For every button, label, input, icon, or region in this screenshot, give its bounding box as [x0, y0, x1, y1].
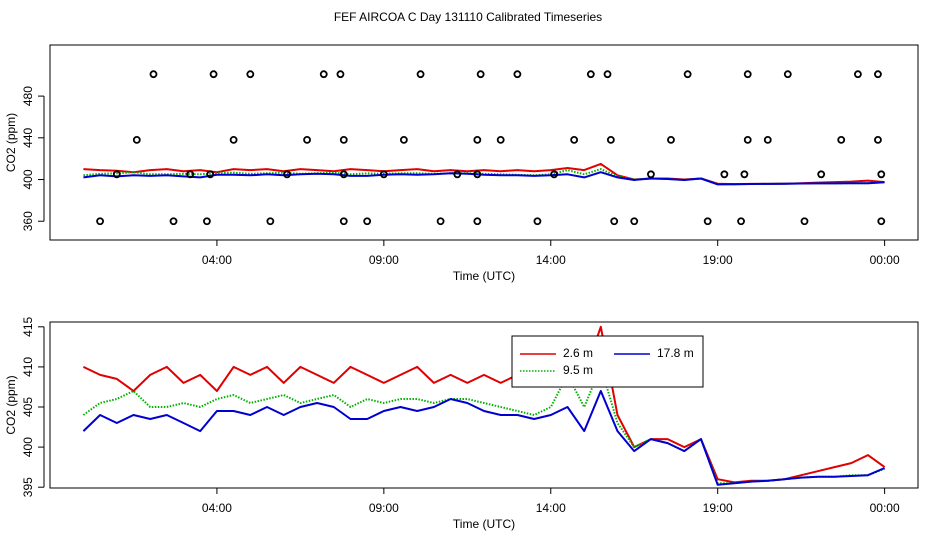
marker-point	[603, 70, 612, 79]
y-tick-label: 405	[21, 397, 35, 417]
marker-point	[743, 70, 752, 79]
marker-point	[96, 217, 104, 226]
y-tick-label: 410	[21, 357, 35, 377]
marker-point	[667, 135, 675, 144]
plot-frame	[49, 321, 919, 489]
marker-point	[473, 135, 482, 144]
x-tick-label: 14:00	[536, 501, 566, 515]
marker-point	[203, 217, 211, 226]
x-tick-label: 00:00	[870, 501, 900, 515]
y-tick-label: 400	[21, 169, 35, 189]
x-axis-label: Time (UTC)	[453, 269, 515, 283]
marker-point	[476, 70, 485, 79]
x-tick-label: 04:00	[202, 253, 232, 267]
marker-point	[283, 170, 291, 179]
series-line	[82, 365, 885, 485]
marker-point	[363, 217, 372, 226]
marker-point	[473, 170, 482, 179]
marker-point	[112, 170, 121, 179]
marker-point	[533, 217, 542, 226]
y-tick-label: 480	[21, 86, 35, 106]
marker-point	[339, 170, 348, 179]
marker-point	[763, 135, 772, 144]
figure-title: FEF AIRCOA C Day 131110 Calibrated Times…	[334, 10, 602, 24]
x-tick-label: 00:00	[870, 253, 900, 267]
x-tick-label: 19:00	[703, 501, 733, 515]
marker-point	[783, 70, 792, 79]
series-line	[83, 171, 885, 186]
marker-point	[186, 170, 195, 179]
marker-point	[817, 170, 826, 179]
marker-point	[737, 217, 745, 226]
marker-point	[206, 170, 215, 179]
marker-point	[606, 135, 615, 144]
legend-label: 2.6 m	[563, 346, 593, 360]
marker-point	[874, 135, 882, 144]
marker-point	[303, 135, 311, 144]
marker-point	[229, 135, 238, 144]
series-line	[82, 390, 885, 486]
series-line	[82, 325, 886, 484]
marker-point	[246, 70, 255, 79]
marker-point	[647, 170, 655, 179]
marker-point	[570, 135, 579, 144]
marker-point	[496, 135, 505, 144]
marker-point	[399, 135, 408, 144]
marker-point	[339, 217, 348, 226]
y-tick-label: 415	[21, 316, 35, 336]
legend-label: 9.5 m	[563, 363, 593, 377]
marker-point	[630, 217, 639, 226]
marker-point	[149, 70, 158, 79]
x-axis-label: Time (UTC)	[453, 517, 515, 531]
x-tick-label: 14:00	[536, 253, 566, 267]
marker-point	[339, 135, 348, 144]
marker-point	[743, 135, 752, 144]
legend-label: 17.8 m	[657, 346, 694, 360]
marker-point	[837, 135, 846, 144]
marker-point	[683, 70, 692, 79]
y-tick-label: 360	[21, 211, 35, 231]
y-tick-label: 395	[21, 477, 35, 497]
y-tick-label: 440	[21, 127, 35, 147]
marker-point	[436, 217, 445, 226]
x-tick-label: 04:00	[202, 501, 232, 515]
marker-point	[586, 70, 595, 79]
marker-point	[550, 170, 559, 179]
marker-point	[132, 135, 141, 144]
marker-point	[473, 217, 482, 226]
marker-point	[610, 217, 619, 226]
marker-point	[319, 70, 328, 79]
marker-point	[379, 170, 388, 179]
x-tick-label: 09:00	[369, 253, 399, 267]
marker-point	[740, 170, 749, 179]
marker-point	[169, 217, 178, 226]
marker-point	[416, 70, 425, 79]
marker-point	[800, 217, 809, 226]
marker-point	[854, 70, 862, 79]
marker-point	[266, 217, 275, 226]
marker-point	[877, 217, 886, 226]
y-axis-label: CO2 (ppm)	[4, 113, 18, 172]
marker-point	[703, 217, 712, 226]
y-tick-label: 400	[21, 437, 35, 457]
marker-point	[874, 70, 882, 79]
x-tick-label: 19:00	[703, 253, 733, 267]
legend: 2.6 m 9.5 m 17.8 m	[511, 335, 704, 388]
marker-point	[336, 70, 345, 79]
marker-point	[877, 170, 886, 179]
marker-point	[513, 70, 522, 79]
marker-point	[720, 170, 729, 179]
marker-point	[209, 70, 218, 79]
legend-box	[511, 335, 704, 388]
y-axis-label: CO2 (ppm)	[4, 375, 18, 434]
x-tick-label: 09:00	[369, 501, 399, 515]
marker-point	[453, 170, 462, 179]
